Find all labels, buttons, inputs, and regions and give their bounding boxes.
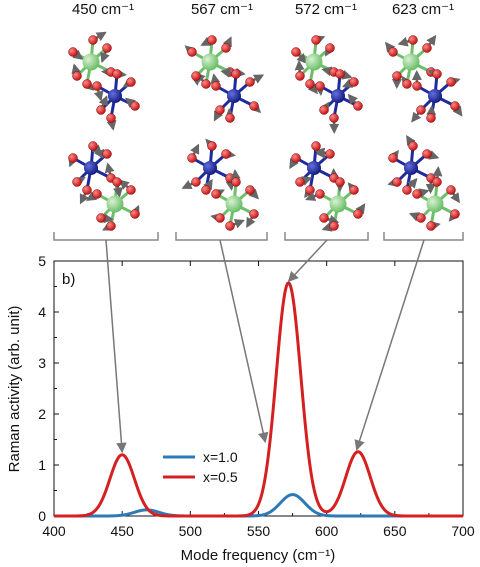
series-line-x05 [53, 281, 464, 518]
green-octahedron [210, 169, 260, 231]
y-tick-label: 0 [38, 508, 46, 524]
mode-bracket [175, 232, 268, 241]
peak-connector-arrow [354, 239, 425, 451]
peak-connector-arrow [287, 239, 328, 283]
green-octahedron [408, 166, 460, 231]
legend-label-x1: x=1.0 [203, 449, 238, 465]
peak-connector-arrows [105, 239, 425, 454]
x-tick-label: 500 [179, 523, 203, 539]
legend-label-x05: x=0.5 [203, 469, 238, 485]
mode-label-567: 567 cm⁻¹ [191, 1, 253, 18]
raman-spectrum-plot: 400 450 500 550 600 650 700 0 1 2 3 4 5 b) x=1.0 x=0… [38, 253, 475, 539]
vibration-mode-structures [68, 31, 463, 232]
green-octahedron [384, 34, 441, 89]
peak-connector-arrow [219, 239, 269, 444]
blue-octahedron [68, 141, 116, 205]
mode-label-572: 572 cm⁻¹ [295, 1, 357, 18]
x-tick-label: 650 [383, 523, 407, 539]
y-axis-label: Raman activity (arb. unit) [6, 306, 23, 473]
blue-octahedron [315, 69, 363, 134]
x-tick-label: 550 [247, 523, 271, 539]
x-tick-label: 400 [42, 523, 66, 539]
blue-octahedron [181, 138, 236, 195]
x-tick-label: 600 [315, 523, 339, 539]
green-octahedron [305, 177, 366, 232]
mode-label-450: 450 cm⁻¹ [72, 1, 134, 18]
spectrum-curves [53, 281, 464, 518]
blue-octahedron [411, 69, 463, 123]
x-axis-label: Mode frequency (cm⁻¹) [181, 547, 336, 564]
legend: x=1.0 x=0.5 [163, 449, 238, 485]
mode-bracket [383, 232, 464, 241]
x-tick-label: 700 [451, 523, 475, 539]
plot-frame [53, 260, 464, 517]
green-octahedron [85, 177, 140, 231]
y-tick-label: 5 [38, 253, 46, 269]
y-tick-label: 1 [38, 457, 46, 473]
x-tick-label: 450 [110, 523, 134, 539]
y-tick-label: 4 [38, 304, 46, 320]
mode-label-623: 623 cm⁻¹ [392, 1, 454, 18]
mode-bracket [284, 232, 369, 241]
y-tick-label: 2 [38, 406, 46, 422]
peak-connector-arrow [105, 239, 127, 454]
green-octahedron [68, 31, 116, 91]
blue-octahedron [92, 69, 140, 131]
green-octahedron [291, 35, 339, 95]
blue-octahedron [387, 134, 440, 195]
mode-brackets [53, 232, 464, 241]
y-tick-label: 3 [38, 355, 46, 371]
blue-octahedron [210, 67, 265, 123]
panel-label: b) [62, 271, 75, 288]
blue-octahedron [289, 141, 339, 199]
mode-bracket [53, 232, 159, 241]
